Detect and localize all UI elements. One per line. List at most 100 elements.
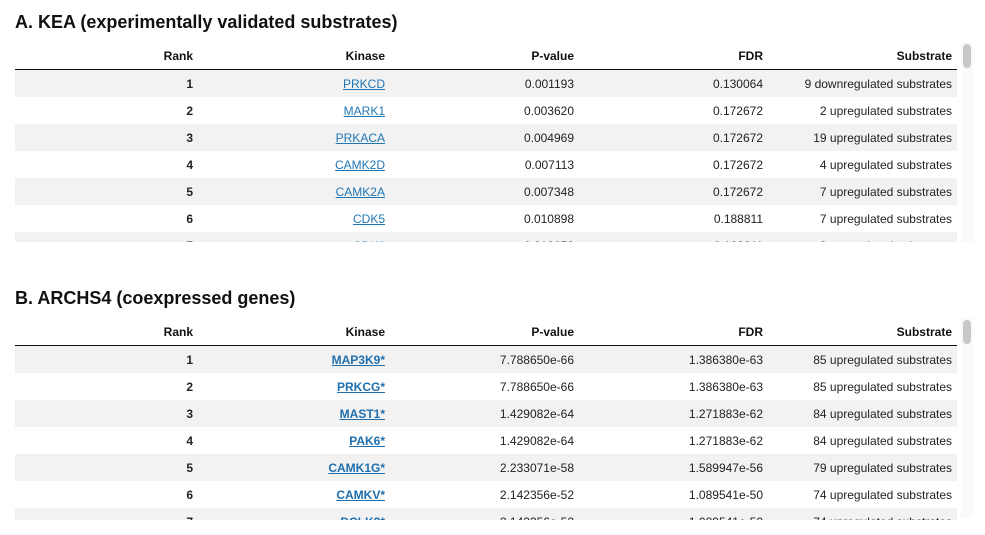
- kinase-link[interactable]: CAMKV*: [336, 487, 385, 502]
- archs4-scrollbar-thumb[interactable]: [963, 320, 971, 344]
- kea-scrollbar-thumb[interactable]: [963, 44, 971, 68]
- rank-cell: 3: [15, 124, 198, 151]
- fdr-cell: 0.188811: [579, 232, 768, 242]
- table-row: 3 PRKACA 0.004969 0.172672 19 upregulate…: [15, 124, 957, 151]
- kinase-link[interactable]: PRKCD: [342, 76, 385, 91]
- substrate-cell: 84 upregulated substrates: [768, 400, 957, 427]
- kinase-cell: PRKACA: [198, 124, 390, 151]
- rank-cell: 4: [15, 151, 198, 178]
- fdr-cell: 0.130064: [579, 69, 768, 97]
- fdr-cell: 0.188811: [579, 205, 768, 232]
- pvalue-cell: 2.142356e-52: [390, 481, 579, 508]
- rank-cell: 3: [15, 400, 198, 427]
- substrate-column-header[interactable]: Substrate: [768, 318, 957, 346]
- kea-header-row: Rank Kinase P-value FDR Substrate: [15, 42, 957, 70]
- kinase-link[interactable]: CAMK2A: [335, 184, 385, 199]
- pvalue-cell: 2.142356e-52: [390, 508, 579, 520]
- kinase-cell: PAK6*: [198, 427, 390, 454]
- kea-table-container[interactable]: Rank Kinase P-value FDR Substrate 1 PRKC…: [15, 42, 973, 242]
- fdr-cell: 1.089541e-50: [579, 508, 768, 520]
- kinase-cell: PRKCD: [198, 69, 390, 97]
- substrate-column-header[interactable]: Substrate: [768, 42, 957, 70]
- table-row: 1 MAP3K9* 7.788650e-66 1.386380e-63 85 u…: [15, 345, 957, 373]
- kea-table: Rank Kinase P-value FDR Substrate 1 PRKC…: [15, 42, 957, 242]
- archs4-section-title: B. ARCHS4 (coexpressed genes): [15, 288, 296, 308]
- kinase-column-header[interactable]: Kinase: [198, 42, 390, 70]
- substrate-cell: 74 upregulated substrates: [768, 508, 957, 520]
- rank-cell: 5: [15, 454, 198, 481]
- rank-cell: 2: [15, 373, 198, 400]
- fdr-column-header[interactable]: FDR: [579, 318, 768, 346]
- table-row: 5 CAMK2A 0.007348 0.172672 7 upregulated…: [15, 178, 957, 205]
- rank-cell: 7: [15, 508, 198, 520]
- pvalue-column-header[interactable]: P-value: [390, 318, 579, 346]
- rank-column-header[interactable]: Rank: [15, 318, 198, 346]
- kinase-link[interactable]: PRKCG*: [336, 379, 385, 394]
- substrate-cell: 9 downregulated substrates: [768, 69, 957, 97]
- kinase-link[interactable]: PAK6*: [349, 433, 385, 448]
- kinase-link[interactable]: PRKACA: [335, 130, 385, 145]
- pvalue-cell: 0.010898: [390, 205, 579, 232]
- pvalue-cell: 7.788650e-66: [390, 373, 579, 400]
- fdr-cell: 0.172672: [579, 178, 768, 205]
- table-row: 2 MARK1 0.003620 0.172672 2 upregulated …: [15, 97, 957, 124]
- kinase-link[interactable]: CAMK1G*: [328, 460, 385, 475]
- substrate-cell: 4 upregulated substrates: [768, 151, 957, 178]
- substrate-cell: 7 upregulated substrates: [768, 205, 957, 232]
- substrate-cell: 84 upregulated substrates: [768, 427, 957, 454]
- fdr-column-header[interactable]: FDR: [579, 42, 768, 70]
- kinase-link[interactable]: CDK5: [352, 211, 385, 226]
- pvalue-cell: 7.788650e-66: [390, 345, 579, 373]
- kinase-cell: MAST1*: [198, 400, 390, 427]
- kinase-cell: CAMK2D: [198, 151, 390, 178]
- archs4-table-container[interactable]: Rank Kinase P-value FDR Substrate 1 MAP3…: [15, 318, 973, 520]
- pvalue-cell: 0.004969: [390, 124, 579, 151]
- kinase-link[interactable]: DCLK3*: [340, 515, 385, 521]
- rank-cell: 6: [15, 205, 198, 232]
- table-row: 3 MAST1* 1.429082e-64 1.271883e-62 84 up…: [15, 400, 957, 427]
- substrate-cell: 79 upregulated substrates: [768, 454, 957, 481]
- rank-cell: 5: [15, 178, 198, 205]
- rank-cell: 6: [15, 481, 198, 508]
- pvalue-cell: 1.429082e-64: [390, 427, 579, 454]
- fdr-cell: 1.089541e-50: [579, 481, 768, 508]
- table-row: 7 CDK6 0.013053 0.188811 3 upregulated s…: [15, 232, 957, 242]
- kinase-cell: CDK6: [198, 232, 390, 242]
- archs4-scrollbar[interactable]: [961, 318, 973, 518]
- pvalue-cell: 1.429082e-64: [390, 400, 579, 427]
- kinase-cell: CAMK2A: [198, 178, 390, 205]
- substrate-cell: 74 upregulated substrates: [768, 481, 957, 508]
- table-row: 5 CAMK1G* 2.233071e-58 1.589947e-56 79 u…: [15, 454, 957, 481]
- kinase-column-header[interactable]: Kinase: [198, 318, 390, 346]
- pvalue-column-header[interactable]: P-value: [390, 42, 579, 70]
- fdr-cell: 0.172672: [579, 124, 768, 151]
- kinase-cell: MARK1: [198, 97, 390, 124]
- kinase-cell: PRKCG*: [198, 373, 390, 400]
- pvalue-cell: 0.001193: [390, 69, 579, 97]
- kinase-link[interactable]: MARK1: [343, 103, 385, 118]
- substrate-cell: 2 upregulated substrates: [768, 97, 957, 124]
- pvalue-cell: 2.233071e-58: [390, 454, 579, 481]
- kinase-link[interactable]: CDK6: [353, 239, 385, 243]
- kinase-link[interactable]: MAP3K9*: [331, 352, 385, 367]
- table-row: 6 CDK5 0.010898 0.188811 7 upregulated s…: [15, 205, 957, 232]
- rank-cell: 1: [15, 345, 198, 373]
- rank-cell: 2: [15, 97, 198, 124]
- kinase-cell: MAP3K9*: [198, 345, 390, 373]
- fdr-cell: 1.386380e-63: [579, 373, 768, 400]
- kinase-link[interactable]: MAST1*: [339, 406, 385, 421]
- kinase-cell: CAMKV*: [198, 481, 390, 508]
- archs4-table: Rank Kinase P-value FDR Substrate 1 MAP3…: [15, 318, 957, 520]
- fdr-cell: 1.589947e-56: [579, 454, 768, 481]
- kinase-cell: CDK5: [198, 205, 390, 232]
- fdr-cell: 0.172672: [579, 151, 768, 178]
- pvalue-cell: 0.013053: [390, 232, 579, 242]
- rank-column-header[interactable]: Rank: [15, 42, 198, 70]
- kea-section-title: A. KEA (experimentally validated substra…: [15, 12, 398, 32]
- table-row: 4 PAK6* 1.429082e-64 1.271883e-62 84 upr…: [15, 427, 957, 454]
- substrate-cell: 19 upregulated substrates: [768, 124, 957, 151]
- fdr-cell: 0.172672: [579, 97, 768, 124]
- kea-scrollbar[interactable]: [961, 42, 973, 242]
- table-row: 4 CAMK2D 0.007113 0.172672 4 upregulated…: [15, 151, 957, 178]
- kinase-link[interactable]: CAMK2D: [334, 157, 385, 172]
